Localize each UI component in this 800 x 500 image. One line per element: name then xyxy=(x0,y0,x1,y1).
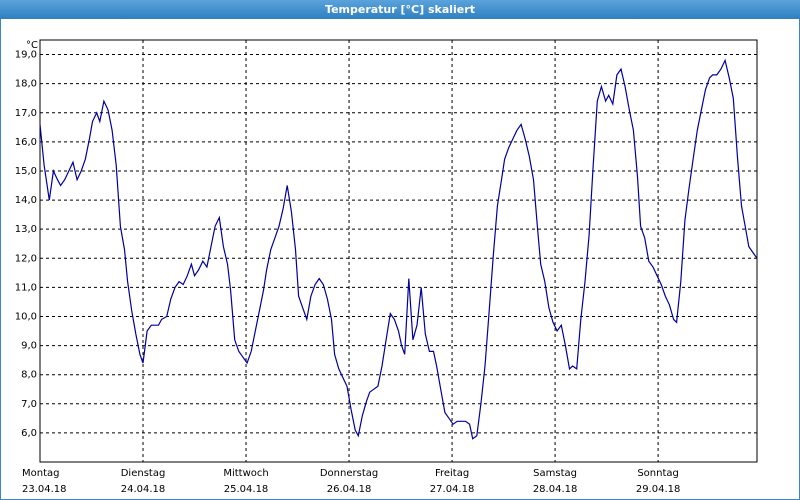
x-tick-label: Donnerstag xyxy=(320,468,378,479)
x-tick-label: Freitag xyxy=(435,468,469,479)
chart-title: Temperatur [°C] skaliert xyxy=(325,3,475,16)
x-tick-date: 26.04.18 xyxy=(327,484,372,495)
y-tick-label: 7,0 xyxy=(21,399,37,410)
y-tick-label: 11,0 xyxy=(15,282,37,293)
y-axis-unit: °C xyxy=(26,40,38,51)
y-tick-label: 8,0 xyxy=(21,370,37,381)
x-tick-date: 23.04.18 xyxy=(22,484,67,495)
plot-area xyxy=(39,39,758,463)
y-tick-label: 17,0 xyxy=(15,108,37,119)
y-tick-label: 12,0 xyxy=(15,253,37,264)
x-tick-label: Montag xyxy=(22,468,59,479)
x-tick-date: 28.04.18 xyxy=(533,484,578,495)
x-tick-label: Dienstag xyxy=(121,468,166,479)
y-tick-label: 16,0 xyxy=(15,137,37,148)
y-tick-label: 14,0 xyxy=(15,195,37,206)
temperature-line xyxy=(39,58,758,440)
y-tick-label: 9,0 xyxy=(21,341,37,352)
y-tick-label: 10,0 xyxy=(15,311,37,322)
x-tick-date: 27.04.18 xyxy=(430,484,475,495)
y-tick-label: 6,0 xyxy=(21,428,37,439)
y-tick-label: 19,0 xyxy=(15,50,37,61)
x-tick-date: 25.04.18 xyxy=(224,484,269,495)
y-tick-label: 18,0 xyxy=(15,79,37,90)
x-tick-date: 29.04.18 xyxy=(636,484,681,495)
x-tick-label: Samstag xyxy=(533,468,577,479)
y-tick-label: 13,0 xyxy=(15,224,37,235)
x-tick-label: Mittwoch xyxy=(223,468,268,479)
x-tick-date: 24.04.18 xyxy=(121,484,166,495)
x-tick-label: Sonntag xyxy=(637,468,679,479)
title-bar xyxy=(0,0,800,19)
y-tick-label: 15,0 xyxy=(15,166,37,177)
